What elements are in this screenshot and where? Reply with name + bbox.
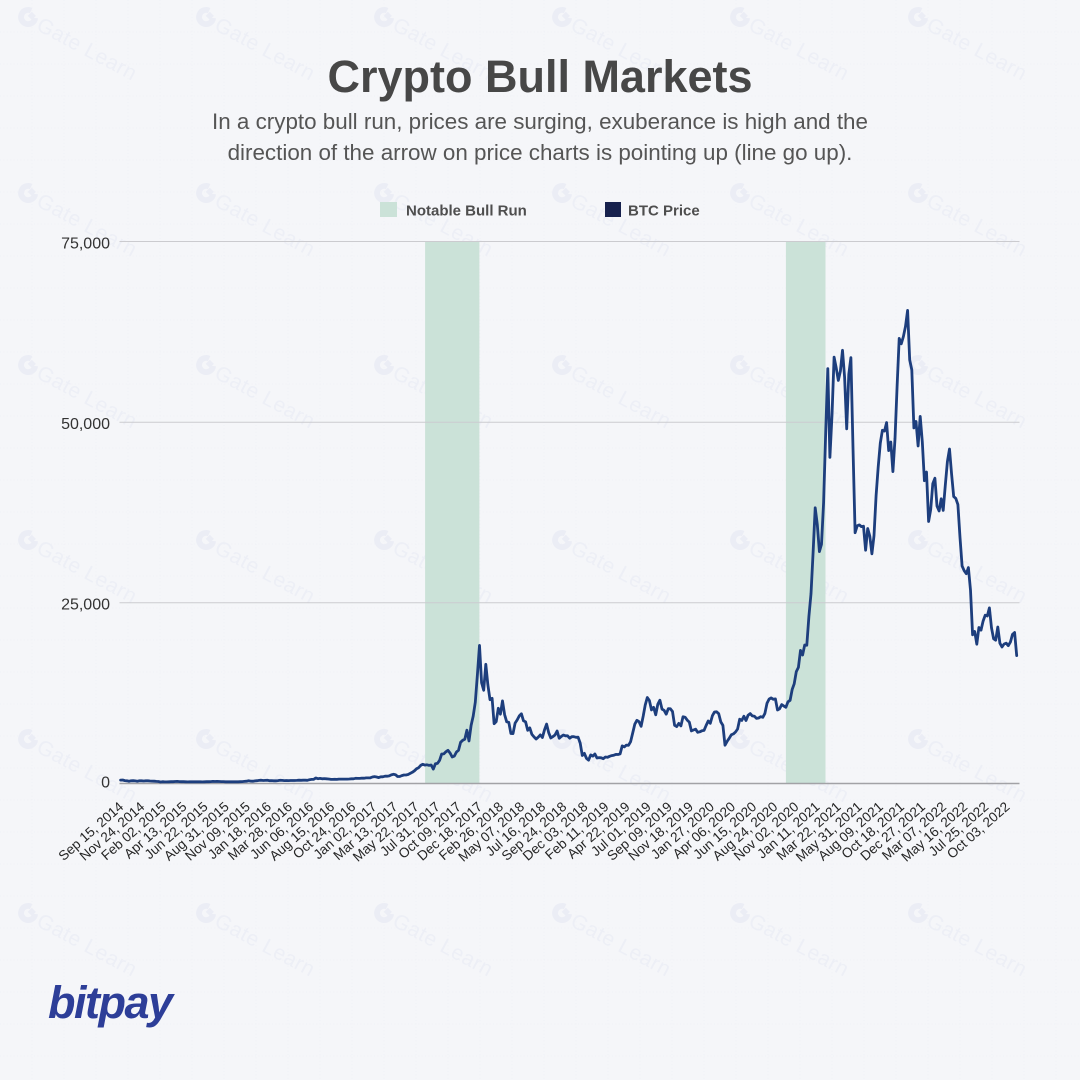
svg-text:BTC Price: BTC Price bbox=[628, 203, 700, 220]
svg-text:Notable Bull Run: Notable Bull Run bbox=[406, 203, 527, 220]
svg-text:50,000: 50,000 bbox=[61, 416, 110, 433]
svg-text:25,000: 25,000 bbox=[61, 597, 110, 614]
svg-text:0: 0 bbox=[101, 774, 110, 791]
svg-text:bitpay: bitpay bbox=[48, 977, 175, 1028]
svg-text:direction of the arrow on pric: direction of the arrow on price charts i… bbox=[228, 140, 853, 165]
svg-text:Crypto Bull Markets: Crypto Bull Markets bbox=[327, 51, 752, 102]
svg-text:In a crypto bull run, prices a: In a crypto bull run, prices are surging… bbox=[212, 109, 868, 134]
svg-text:75,000: 75,000 bbox=[61, 235, 110, 252]
